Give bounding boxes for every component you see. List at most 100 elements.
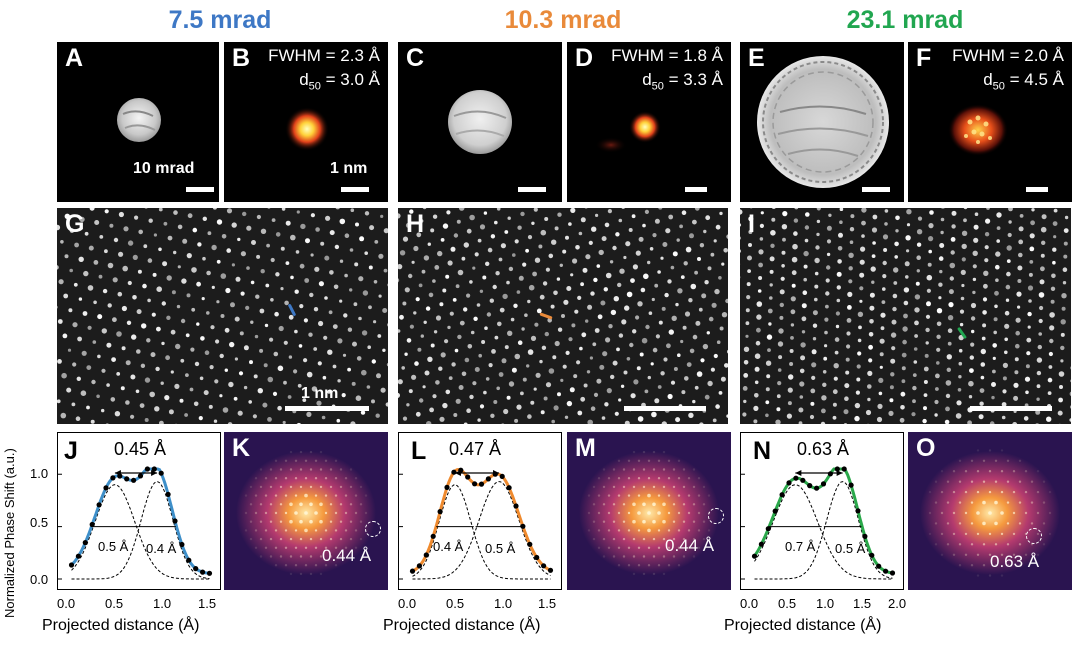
- atom-column: [102, 288, 108, 294]
- fft-spot: [284, 477, 288, 480]
- atom-column: [1069, 405, 1071, 409]
- atom-column: [951, 210, 957, 216]
- x-axis-label: Projected distance (Å): [383, 617, 541, 634]
- atom-column: [423, 320, 427, 324]
- atom-column: [882, 260, 887, 266]
- atom-column: [652, 233, 657, 238]
- atom-column: [1004, 310, 1010, 316]
- atom-column: [901, 379, 906, 384]
- fft-spot: [1048, 490, 1052, 494]
- atom-column: [585, 254, 591, 260]
- fft-spot: [279, 468, 283, 471]
- atom-column: [64, 213, 70, 219]
- atom-column: [836, 285, 841, 290]
- atom-column: [644, 389, 649, 394]
- fft-spot: [612, 555, 616, 558]
- atom-column: [667, 393, 673, 400]
- atom-column: [923, 366, 929, 372]
- data-point: [465, 474, 471, 480]
- fft-spot: [672, 468, 676, 471]
- fft-spot: [319, 450, 323, 454]
- atom-column: [254, 334, 259, 339]
- atom-column: [197, 242, 202, 247]
- data-point: [786, 480, 792, 486]
- atom-column: [463, 242, 469, 248]
- atom-column: [117, 291, 123, 297]
- y-tick: 0.5: [30, 515, 49, 530]
- atom-column: [264, 323, 269, 328]
- data-point: [193, 566, 199, 572]
- atom-column: [71, 402, 76, 407]
- fft-spot: [642, 572, 646, 576]
- atom-column: [230, 302, 235, 308]
- fft-spot: [994, 500, 998, 505]
- atom-column: [158, 208, 163, 212]
- atom-column: [605, 272, 612, 279]
- atom-column: [491, 349, 496, 354]
- atom-column: [57, 224, 61, 231]
- atom-column: [846, 318, 852, 323]
- fft-spot: [319, 572, 323, 576]
- atom-column: [226, 248, 231, 253]
- data-point: [527, 541, 533, 547]
- atom-column: [675, 417, 681, 423]
- fft-spot: [602, 485, 606, 489]
- atom-column: [1008, 220, 1012, 224]
- atom-column: [811, 362, 817, 368]
- atom-column: [692, 399, 696, 404]
- atom-column: [710, 252, 715, 257]
- atom-column: [699, 243, 705, 248]
- atom-column: [996, 226, 1001, 230]
- atom-column: [767, 308, 773, 314]
- atom-column: [446, 210, 451, 215]
- fft-spot: [617, 546, 621, 549]
- atom-column: [173, 210, 178, 215]
- atom-column: [503, 408, 509, 415]
- atom-column: [624, 420, 630, 424]
- atom-column: [707, 266, 712, 271]
- fft-spot: [627, 494, 631, 497]
- atom-column: [980, 375, 985, 380]
- atom-column: [603, 287, 608, 292]
- atom-column: [539, 294, 545, 300]
- atom-column: [207, 231, 212, 236]
- atom-column: [623, 255, 627, 260]
- fft-spot: [324, 546, 328, 549]
- atom-column: [859, 272, 865, 278]
- atom-column: [867, 370, 873, 376]
- atom-column: [1004, 337, 1008, 342]
- atom-column: [938, 296, 942, 300]
- atom-column: [182, 238, 188, 244]
- atom-column: [354, 262, 359, 267]
- fft-spot: [622, 468, 626, 471]
- data-point: [827, 471, 833, 477]
- atom-column: [679, 224, 683, 229]
- atom-column: [615, 232, 620, 237]
- atom-column: [242, 211, 247, 217]
- fft-spot: [284, 564, 288, 567]
- fft-spot: [702, 503, 706, 506]
- x-tick: 1.5: [538, 596, 557, 611]
- atom-column: [144, 418, 149, 422]
- atom-column: [771, 208, 776, 209]
- atom-column: [1027, 285, 1034, 291]
- atom-column: [753, 405, 759, 411]
- fft-spot: [294, 511, 298, 515]
- fft-spot: [309, 468, 313, 471]
- atom-column: [925, 327, 930, 333]
- fft-spot: [294, 477, 298, 480]
- atom-column: [791, 283, 796, 288]
- atom-column: [260, 269, 265, 274]
- fft-spot: [652, 572, 656, 576]
- fft-spot: [662, 572, 666, 576]
- atom-column: [107, 303, 112, 308]
- atom-column: [271, 218, 276, 222]
- fft-spot: [607, 529, 611, 532]
- atom-column: [490, 413, 495, 418]
- atom-column: [686, 362, 692, 367]
- fft-spot: [667, 529, 671, 532]
- atom-column: [878, 377, 884, 383]
- fft-spot: [988, 511, 992, 515]
- fft-spot: [354, 546, 358, 549]
- atom-column: [1050, 299, 1055, 304]
